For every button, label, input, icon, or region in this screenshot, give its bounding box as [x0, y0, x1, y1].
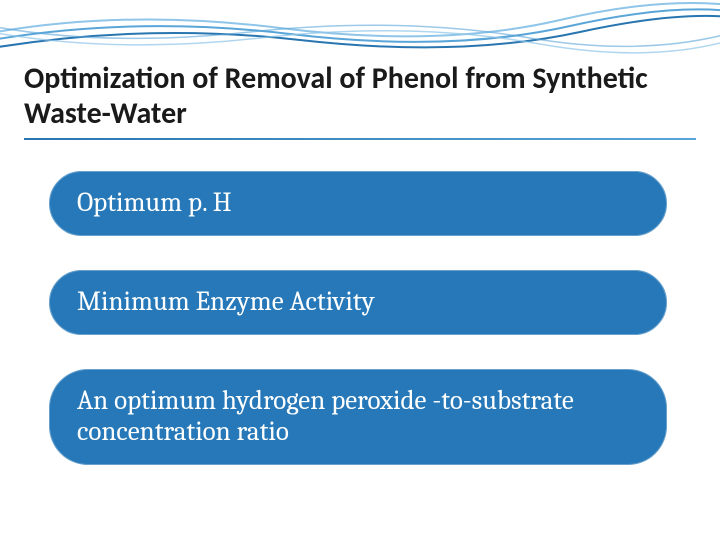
pill-item: An optimum hydrogen peroxide -to-substra…: [48, 368, 668, 466]
pill-item: Optimum p. H: [48, 170, 668, 237]
pill-item: Minimum Enzyme Activity: [48, 269, 668, 336]
pill-list: Optimum p. H Minimum Enzyme Activity An …: [48, 170, 668, 498]
pill-label: Optimum p. H: [77, 187, 232, 218]
slide-title-block: Optimization of Removal of Phenol from S…: [24, 62, 680, 131]
pill-label: An optimum hydrogen peroxide -to-substra…: [77, 385, 574, 447]
slide-title: Optimization of Removal of Phenol from S…: [24, 62, 680, 131]
title-underline: [24, 138, 696, 140]
pill-label: Minimum Enzyme Activity: [77, 286, 375, 317]
